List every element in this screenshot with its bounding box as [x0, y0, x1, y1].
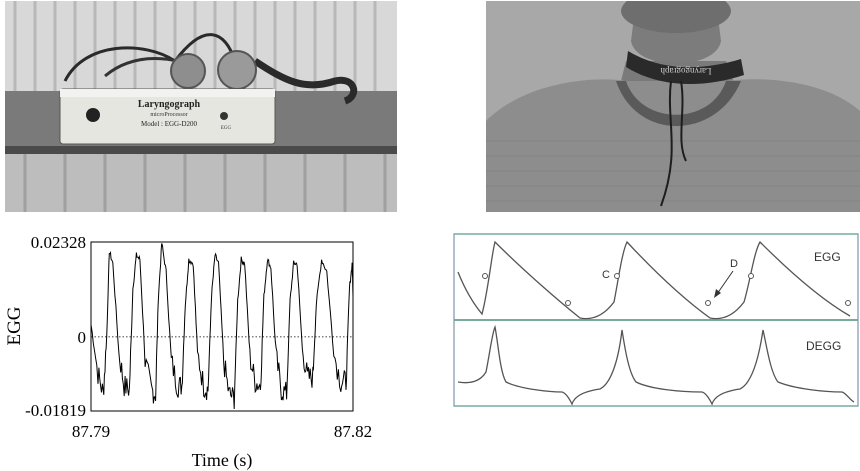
annotation-arrow — [716, 270, 734, 295]
y-tick-min: -0.01819 — [25, 401, 86, 420]
egg-chart-svg: 0.02328 0 -0.01819 87.79 87.82 Time (s) … — [4, 233, 372, 471]
x-tick-start: 87.79 — [72, 422, 110, 441]
degg-curve — [457, 324, 855, 406]
annotation-arrowhead — [714, 289, 721, 298]
egg-marker — [565, 300, 571, 306]
person-illustration: Laryngograph — [486, 1, 860, 212]
annotation-c: C — [602, 269, 610, 281]
device-illustration: Laryngograph microProcessor Model : EGG-… — [5, 1, 397, 212]
egg-panel-label: EGG — [814, 250, 841, 264]
x-tick-end: 87.82 — [334, 422, 372, 441]
egg-marker — [705, 300, 711, 306]
y-tick-zero: 0 — [78, 328, 87, 347]
device-brand-text: Laryngograph — [138, 99, 201, 110]
device-photo: Laryngograph microProcessor Model : EGG-… — [5, 1, 397, 212]
egg-marker — [845, 300, 851, 306]
egg-waveform-chart: 0.02328 0 -0.01819 87.79 87.82 Time (s) … — [0, 224, 400, 471]
egg-series-line — [90, 243, 354, 410]
y-axis-label: EGG — [4, 306, 25, 345]
egg-degg-chart: C D EGG DEGG — [450, 232, 860, 408]
egg-marker — [482, 273, 488, 279]
egg-marker — [748, 273, 754, 279]
y-tick-max: 0.02328 — [31, 233, 86, 252]
egg-curve — [457, 240, 851, 320]
collar-label: Laryngograph — [660, 66, 711, 76]
device-output-label: EGG — [221, 126, 232, 131]
annotation-d: D — [730, 258, 738, 270]
egg-degg-svg: C D EGG DEGG — [453, 233, 859, 407]
egg-marker — [614, 273, 620, 279]
person-photo: Laryngograph — [486, 1, 860, 212]
x-axis-label: Time (s) — [192, 450, 253, 471]
degg-panel-label: DEGG — [806, 339, 841, 353]
device-subtitle-text: microProcessor — [150, 112, 187, 118]
device-model-text: Model : EGG-D200 — [141, 120, 197, 128]
